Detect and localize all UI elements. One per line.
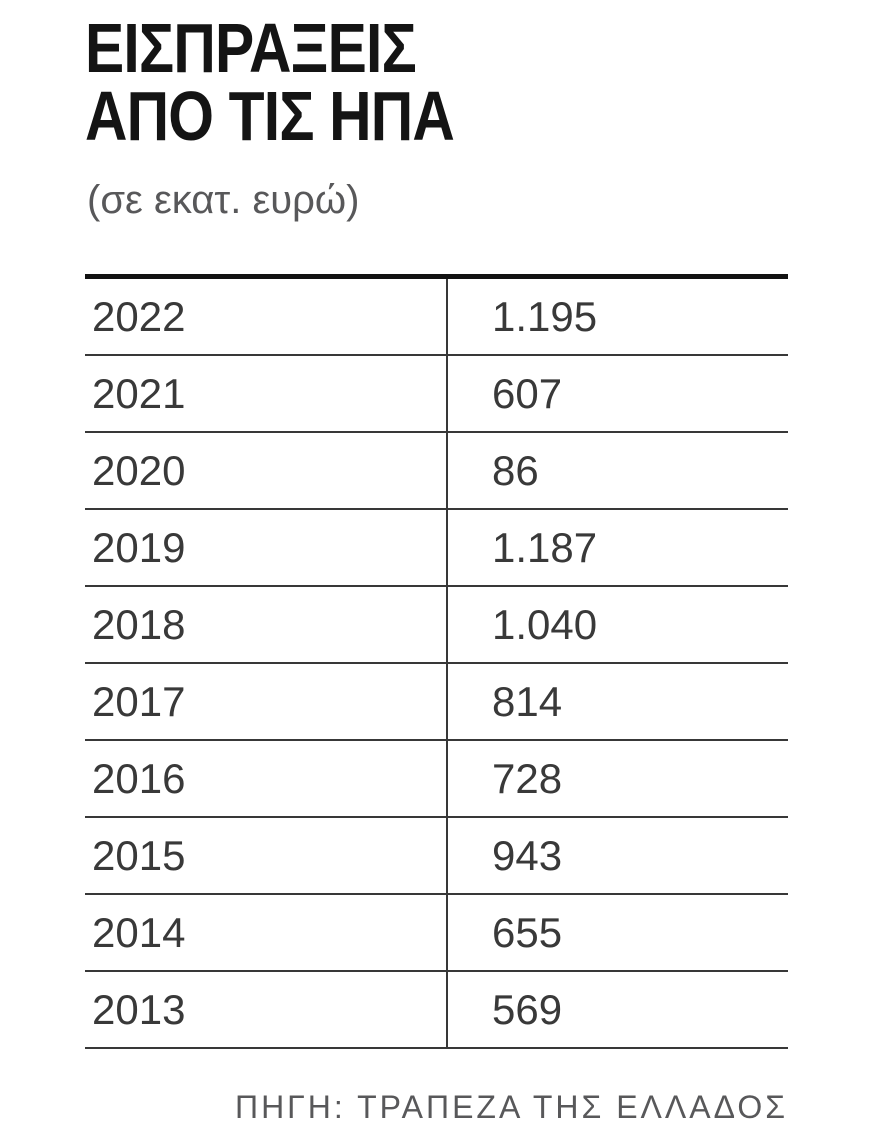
year-cell: 2017 [85,664,448,739]
value-cell: 943 [492,831,563,879]
data-table: 2022 1.195 2021 607 2020 86 2019 1.187 2… [85,274,788,1049]
year-cell: 2018 [85,587,448,662]
page-title-line1: ΕΙΣΠΡΑΞΕΙΣ [85,9,417,87]
value-cell: 607 [492,369,563,417]
value-cell: 1.040 [492,600,598,648]
page-subtitle: (σε εκατ. ευρώ) [87,178,360,222]
year-cell: 2015 [85,818,448,893]
table-row: 2017 814 [85,664,788,741]
table-row: 2015 943 [85,818,788,895]
value-cell: 814 [492,677,563,725]
year-cell: 2020 [85,433,448,508]
year-cell: 2013 [85,972,448,1047]
table-row: 2022 1.195 [85,279,788,356]
table-row: 2018 1.040 [85,587,788,664]
table-row: 2021 607 [85,356,788,433]
table-row: 2019 1.187 [85,510,788,587]
year-cell: 2022 [85,279,448,354]
table-row: 2013 569 [85,972,788,1049]
value-cell: 1.195 [492,292,598,340]
table-row: 2020 86 [85,433,788,510]
value-cell: 655 [492,908,563,956]
year-cell: 2021 [85,356,448,431]
year-cell: 2019 [85,510,448,585]
table-row: 2014 655 [85,895,788,972]
value-cell: 1.187 [492,523,598,571]
value-cell: 728 [492,754,563,802]
page-title-line2: ΑΠΟ ΤΙΣ ΗΠΑ [85,77,455,155]
page-title: ΕΙΣΠΡΑΞΕΙΣ ΑΠΟ ΤΙΣ ΗΠΑ [85,9,880,155]
year-cell: 2014 [85,895,448,970]
year-cell: 2016 [85,741,448,816]
value-cell: 86 [492,446,539,494]
table-row: 2016 728 [85,741,788,818]
source-credit: ΠΗΓΗ: ΤΡΑΠΕΖΑ ΤΗΣ ΕΛΛΑΔΟΣ [234,1089,788,1125]
value-cell: 569 [492,985,563,1033]
